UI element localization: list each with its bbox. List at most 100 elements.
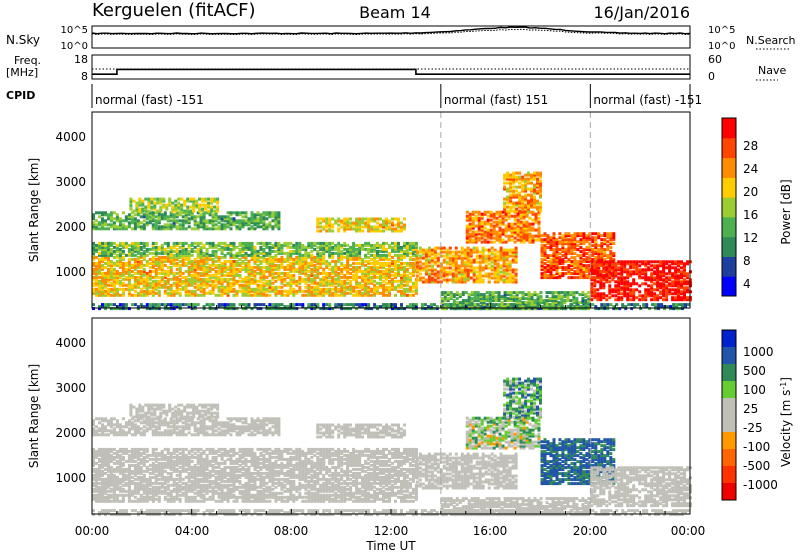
power-cell <box>292 275 296 279</box>
power-cell <box>519 220 523 224</box>
power-cell <box>373 245 377 249</box>
power-cell <box>373 263 377 267</box>
power-cell <box>175 271 179 275</box>
power-cell <box>623 288 627 292</box>
power-cell <box>537 216 541 220</box>
power-cell <box>388 289 391 293</box>
power-cell <box>268 305 272 309</box>
power-cell <box>175 221 179 225</box>
power-cell <box>503 175 507 179</box>
power-cell <box>650 290 654 294</box>
power-cell <box>588 250 592 254</box>
power-cell <box>480 224 484 228</box>
power-cell <box>388 305 391 309</box>
power-cell <box>501 210 505 214</box>
power-cell <box>590 260 594 264</box>
power-cell <box>591 303 595 307</box>
power-cell <box>612 264 616 268</box>
power-cell <box>346 251 350 255</box>
power-cell <box>370 217 374 221</box>
power-cell <box>283 279 287 283</box>
power-cell <box>502 264 506 268</box>
power-cell <box>139 271 143 275</box>
power-cell <box>501 220 505 224</box>
power-cell <box>593 292 597 296</box>
power-cell <box>508 268 512 272</box>
power-cell <box>506 199 510 203</box>
power-cell <box>400 303 403 307</box>
power-cell <box>540 248 544 252</box>
power-cell <box>493 274 497 278</box>
power-cell <box>196 277 200 281</box>
power-cell <box>481 250 485 254</box>
power-cell <box>322 253 326 257</box>
power-cell <box>235 211 239 215</box>
power-cell <box>480 220 484 224</box>
power-cell <box>313 281 317 285</box>
power-cell <box>641 298 645 302</box>
power-cell <box>590 282 594 286</box>
power-cell <box>223 285 227 289</box>
power-cell <box>427 248 431 252</box>
power-cell <box>133 263 137 267</box>
power-cell <box>289 291 293 295</box>
power-cell <box>400 263 403 267</box>
power-cell <box>193 219 197 223</box>
power-cell <box>644 294 648 298</box>
power-cell <box>471 224 475 228</box>
power-cell <box>496 280 500 284</box>
power-cell <box>313 307 317 311</box>
power-cell <box>107 253 110 257</box>
power-cell <box>504 228 508 232</box>
power-cell <box>624 307 628 311</box>
power-cell <box>198 205 202 209</box>
power-cell <box>169 257 173 261</box>
power-cell <box>519 234 523 238</box>
power-cell <box>602 292 606 296</box>
power-cell <box>552 266 556 270</box>
power-cell <box>118 257 122 261</box>
power-cell <box>292 287 296 291</box>
power-cell <box>95 261 98 265</box>
power-cell <box>244 241 248 245</box>
power-cell <box>555 244 559 248</box>
power-cell <box>527 177 530 181</box>
power-cell <box>98 243 101 247</box>
power-cell <box>558 242 562 246</box>
power-cell <box>304 293 308 297</box>
power-cell <box>611 290 615 294</box>
power-cell <box>181 225 185 229</box>
power-cell <box>499 256 503 260</box>
power-cell <box>539 179 542 183</box>
power-cell <box>139 261 143 265</box>
power-cell <box>217 227 221 231</box>
power-cell <box>427 274 431 278</box>
power-cell <box>184 211 188 215</box>
power-cell <box>142 267 146 271</box>
power-cell <box>355 281 359 285</box>
power-cell <box>150 207 154 211</box>
power-cell <box>148 261 152 265</box>
power-cell <box>220 293 224 297</box>
power-cell <box>644 296 648 300</box>
power-cell <box>183 201 187 205</box>
power-cell <box>644 272 648 276</box>
power-cell <box>481 256 485 260</box>
power-cell <box>136 251 140 255</box>
sky-noise-line <box>91 26 691 35</box>
power-cell <box>593 264 597 268</box>
power-cell <box>358 269 362 273</box>
power-cell <box>408 251 412 255</box>
power-cell <box>498 214 502 218</box>
power-cell <box>472 266 476 270</box>
power-cell <box>262 225 266 229</box>
power-cell <box>136 219 140 223</box>
power-cell <box>154 215 158 219</box>
power-cell <box>349 223 353 227</box>
power-cell <box>107 247 110 251</box>
power-cell <box>256 289 260 293</box>
power-cell <box>352 273 356 277</box>
power-cell <box>463 254 467 258</box>
power-cell <box>268 293 272 297</box>
power-cell <box>343 227 347 231</box>
